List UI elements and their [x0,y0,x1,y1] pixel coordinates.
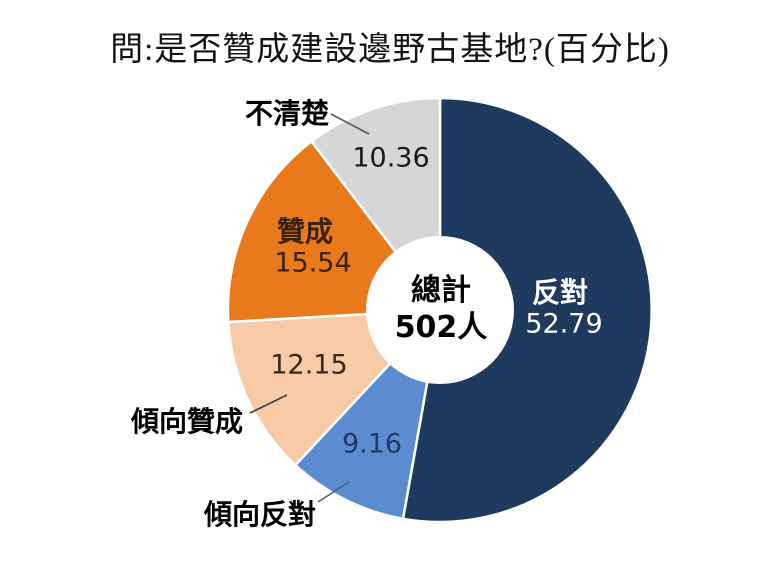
slice-name-oppose: 反對 [531,276,589,309]
center-label-line2: 502人 [394,310,488,345]
donut-center-label: 總計 502人 [395,272,488,346]
slice-value-unclear: 10.36 [352,142,430,174]
slice-value-lean-approve: 12.15 [270,349,348,381]
chart-title: 問:是否贊成建設邊野古基地?(百分比) [110,32,670,68]
slice-name-lean-oppose: 傾向反對 [203,498,317,531]
leader-line-unclear [330,113,370,135]
center-label-line1: 總計 [411,273,471,308]
slice-value-approve: 15.54 [274,247,352,279]
leader-line-lean-oppose [317,481,350,503]
slice-name-unclear: 不清楚 [244,97,330,130]
slice-value-oppose: 52.79 [525,308,603,340]
donut-hole [366,236,514,384]
pie-slice-oppose [401,96,653,524]
slice-name-lean-approve: 傾向贊成 [130,405,244,438]
slice-name-approve: 贊成 [276,215,334,248]
leader-line-lean-approve [249,394,288,414]
slice-value-lean-oppose: 9.16 [341,428,403,460]
